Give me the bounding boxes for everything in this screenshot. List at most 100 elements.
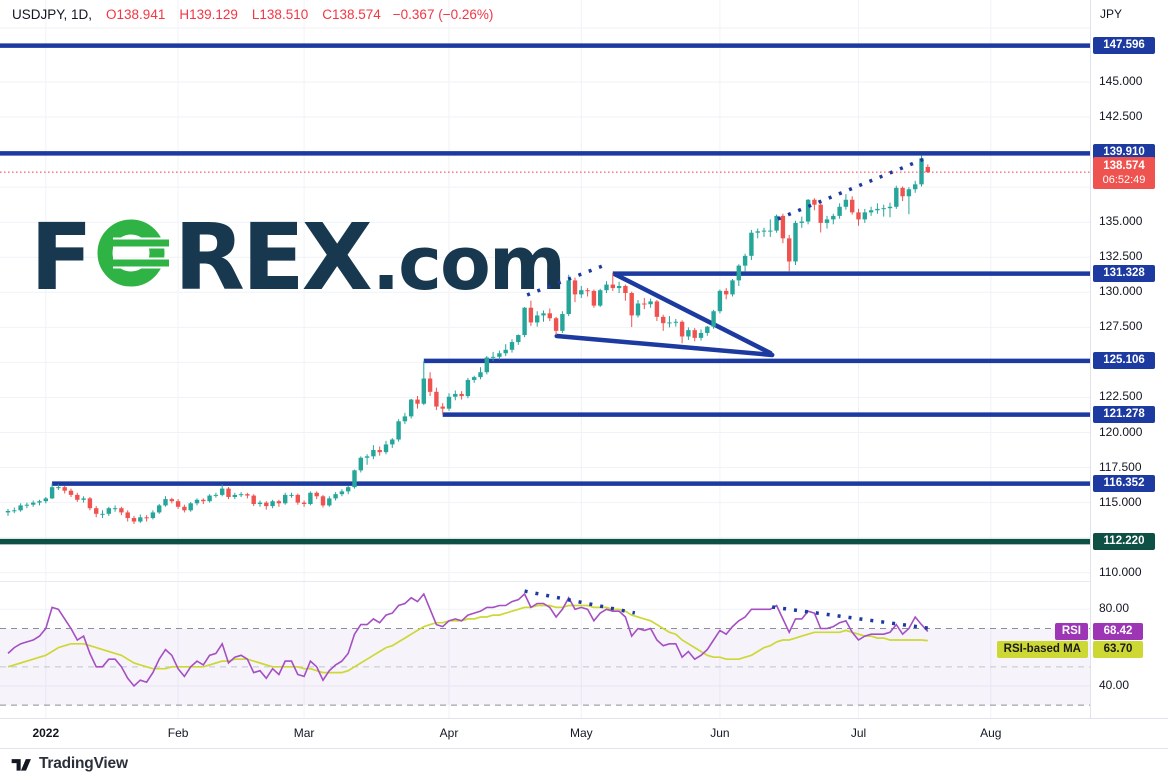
- pennant-trendline[interactable]: [554, 333, 775, 358]
- candle: [81, 496, 86, 503]
- candle: [125, 510, 130, 522]
- candle: [478, 367, 483, 380]
- candle: [383, 440, 389, 455]
- rsi-dotted-divergence-trendline[interactable]: [524, 589, 636, 615]
- candle-body: [37, 501, 42, 503]
- candle-body: [843, 199, 849, 207]
- candle-body: [856, 212, 861, 220]
- watermark-letter-f: F: [30, 204, 90, 311]
- candle: [780, 213, 786, 244]
- dotted-divergence-trendline[interactable]: [526, 264, 604, 297]
- candle-body: [667, 322, 672, 324]
- candle-body: [415, 399, 420, 404]
- axis-currency-label: JPY: [1100, 7, 1123, 21]
- candle-body: [409, 399, 414, 417]
- candle-body: [421, 378, 426, 404]
- candle-body: [188, 503, 193, 511]
- candle: [875, 203, 880, 214]
- candle: [434, 387, 439, 411]
- candle-body: [125, 512, 130, 519]
- candle-body: [194, 499, 200, 504]
- price-level-badge: 116.352: [1093, 474, 1155, 492]
- candle-body: [18, 505, 23, 511]
- candle: [661, 314, 666, 331]
- pane-separator[interactable]: [0, 581, 1090, 582]
- candle: [150, 510, 156, 520]
- candle: [629, 291, 634, 328]
- pennant-trendline[interactable]: [612, 271, 773, 356]
- candle-body: [497, 353, 502, 357]
- candle: [289, 492, 294, 498]
- candle: [138, 514, 143, 523]
- candle-body: [119, 508, 124, 513]
- candle-body: [138, 517, 143, 522]
- price-level-badge: 125.106: [1093, 351, 1155, 369]
- tradingview-attribution[interactable]: TradingView: [10, 755, 128, 773]
- time-axis[interactable]: 2022 Feb Mar Apr May Jun Jul Aug: [0, 718, 1168, 749]
- candle-body: [232, 494, 237, 497]
- candle: [913, 180, 918, 193]
- candle-body: [711, 311, 716, 327]
- candle: [276, 499, 282, 507]
- dotted-divergence-trendline[interactable]: [777, 157, 925, 221]
- symbol-title[interactable]: USDJPY, 1D,: [12, 7, 93, 22]
- candle-body: [31, 502, 36, 505]
- candle: [755, 228, 760, 239]
- change-value: −0.367 (−0.26%): [392, 7, 494, 22]
- candle-body: [793, 222, 798, 262]
- candle-body: [579, 290, 584, 295]
- candle-body: [377, 450, 382, 453]
- forexcom-watermark: F REX .com: [30, 204, 566, 311]
- candle: [881, 204, 886, 217]
- rsi-ma-label-badge[interactable]: RSI-based MA: [996, 641, 1088, 658]
- time-axis-label: 2022: [32, 726, 60, 740]
- rsi-ma-line[interactable]: [7, 604, 928, 674]
- price-axis[interactable]: JPY 145.000 142.500 135.000 132.500 130.000 1…: [1090, 0, 1168, 747]
- candle: [251, 494, 256, 507]
- candle: [623, 284, 628, 301]
- candle-body: [100, 513, 105, 515]
- candle-body: [226, 488, 231, 497]
- candle: [894, 185, 899, 209]
- price-tick-label: 145.000: [1099, 74, 1143, 88]
- candle: [56, 484, 61, 490]
- candle-body: [824, 219, 830, 223]
- candle-body: [541, 313, 546, 316]
- candle: [900, 186, 905, 202]
- candle: [787, 234, 792, 272]
- rsi-label-badge[interactable]: RSI: [1054, 623, 1088, 640]
- candle: [295, 493, 300, 505]
- price-level-badge: 112.220: [1093, 532, 1155, 550]
- price-tick-label: 127.500: [1099, 319, 1143, 334]
- time-axis-label: Aug: [980, 726, 1002, 740]
- candle-body: [440, 406, 445, 409]
- candle-body: [831, 215, 836, 220]
- candle-body: [201, 499, 206, 502]
- candle: [472, 375, 477, 383]
- candle-body: [610, 284, 615, 289]
- time-axis-label: Mar: [293, 726, 315, 740]
- candle: [245, 492, 250, 499]
- candle: [238, 492, 244, 497]
- candle-body: [106, 508, 111, 514]
- candle: [283, 492, 288, 505]
- candle: [591, 289, 597, 308]
- price-tick-label: 115.000: [1099, 494, 1142, 509]
- candle-body: [635, 303, 641, 316]
- candle-body: [503, 349, 508, 354]
- candle: [182, 504, 187, 513]
- candle-body: [472, 377, 477, 380]
- candle-body: [736, 265, 741, 281]
- candle: [805, 199, 811, 225]
- candle-body: [925, 166, 930, 173]
- candlestick-series[interactable]: [5, 155, 930, 525]
- candle: [301, 500, 307, 507]
- candle-body: [478, 372, 483, 378]
- candle: [333, 492, 338, 501]
- candle: [87, 496, 93, 511]
- time-axis-label: Apr: [439, 726, 459, 740]
- candle: [925, 164, 930, 173]
- candle-body: [402, 416, 408, 422]
- ohlc-close: C138.574: [322, 7, 381, 22]
